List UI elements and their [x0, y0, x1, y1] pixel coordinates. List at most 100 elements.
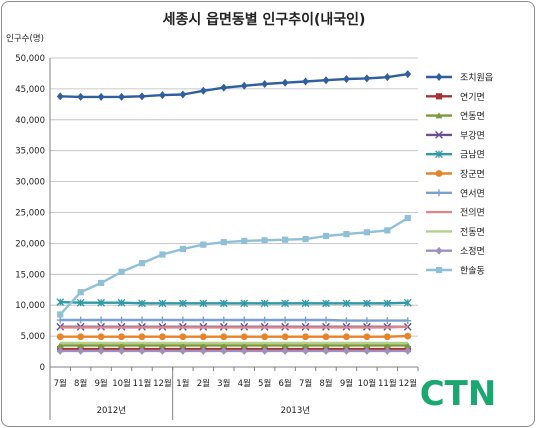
x-tick-labels: 7월 8월 9월 10월 11월 12월 1월 2월 3월 4월 5월 6월 7월 8월 9월 10월 11월 1… — [54, 378, 417, 389]
y-tick-label: 10,000 — [15, 301, 45, 311]
y-tick-label: 25,000 — [15, 209, 45, 219]
y-tick-labels: 0 5,000 10,000 15,000 20,000 25,000 30,000 35,0… — [15, 54, 45, 373]
data-point — [343, 75, 350, 84]
series-3 — [56, 341, 412, 349]
data-point — [281, 341, 289, 349]
data-point — [260, 299, 269, 308]
data-point — [404, 341, 412, 349]
series-line — [60, 334, 408, 338]
data-point — [118, 316, 125, 324]
legend-item: 연서면 — [426, 188, 485, 199]
data-point — [342, 299, 351, 308]
data-point — [240, 81, 248, 90]
data-point — [343, 346, 350, 355]
data-point — [383, 346, 391, 355]
y-tick-label: 35,000 — [15, 147, 45, 157]
series-11 — [57, 214, 411, 318]
x-tick-label: 11월 — [133, 378, 152, 389]
data-point — [77, 346, 85, 355]
data-point — [404, 332, 412, 340]
legend-item: 연기면 — [426, 92, 485, 103]
data-point — [363, 74, 371, 83]
legend-marker — [435, 93, 443, 100]
x-tick-label: 7월 — [299, 378, 312, 389]
data-point — [179, 316, 187, 324]
x-tick-label: 9월 — [340, 378, 353, 389]
legend-marker — [435, 150, 443, 159]
data-point — [282, 236, 289, 243]
legend-label: 연동면 — [460, 111, 485, 122]
year-group-label: 2013년 — [281, 405, 310, 416]
y-tick-label: 50,000 — [15, 54, 45, 64]
data-point — [199, 299, 208, 308]
data-point — [159, 316, 166, 324]
data-point — [363, 229, 370, 236]
series-line — [60, 300, 408, 305]
series-1 — [56, 70, 412, 101]
data-point — [98, 279, 105, 287]
data-point — [77, 92, 85, 101]
data-point — [138, 92, 146, 101]
data-point — [199, 316, 207, 324]
series-8 — [60, 325, 408, 329]
data-point — [240, 341, 248, 349]
data-point — [281, 346, 289, 355]
year-group-label: 2012년 — [97, 405, 126, 416]
legend-item: 장군면 — [426, 169, 485, 180]
data-point — [403, 298, 412, 307]
data-point — [56, 316, 64, 324]
data-point — [97, 298, 105, 307]
series-group — [56, 70, 412, 355]
series-line — [59, 217, 409, 316]
data-point — [179, 90, 187, 99]
x-tick-label: 4월 — [238, 378, 251, 389]
legend-marker — [435, 131, 443, 139]
data-point — [220, 333, 228, 341]
data-point — [57, 311, 64, 318]
data-point — [404, 214, 411, 222]
data-point — [138, 333, 146, 341]
data-point — [97, 316, 105, 324]
y-tick-label: 20,000 — [15, 239, 45, 249]
legend-item: 소정면 — [426, 246, 485, 257]
axes — [49, 58, 419, 371]
data-point — [118, 92, 125, 101]
data-point — [138, 316, 146, 324]
data-point — [159, 346, 166, 355]
data-point — [200, 241, 207, 248]
y-tick-label: 40,000 — [15, 116, 45, 126]
legend-label: 조치원읍 — [460, 72, 493, 84]
data-point — [159, 91, 166, 100]
data-point — [76, 298, 85, 307]
data-point — [118, 268, 125, 275]
data-point — [179, 333, 187, 341]
legend-marker — [435, 266, 443, 274]
data-point — [199, 346, 207, 355]
data-point — [97, 92, 105, 101]
y-tick-label: 30,000 — [15, 178, 45, 188]
data-point — [343, 333, 350, 341]
x-tick-label: 3월 — [217, 378, 230, 389]
y-tick-label: 0 — [40, 363, 45, 373]
data-point — [302, 77, 309, 86]
x-tick-label: 11월 — [378, 378, 397, 389]
data-point — [159, 341, 166, 349]
chart-title: 세종시 읍면동별 인구추이(내국인) — [163, 11, 366, 28]
y-tick-label: 5,000 — [21, 332, 45, 342]
data-point — [281, 333, 289, 341]
data-point — [240, 346, 248, 355]
data-point — [138, 341, 146, 349]
data-point — [220, 239, 227, 246]
year-group-labels: 2012년 2013년 — [49, 367, 310, 420]
series-10 — [56, 346, 412, 355]
legend-item: 한솔동 — [426, 266, 485, 277]
data-point — [261, 237, 268, 244]
data-point — [97, 346, 105, 355]
y-axis-label: 인구수(명) — [6, 33, 44, 44]
series-line — [60, 318, 408, 322]
data-point — [363, 333, 371, 341]
x-tick-label: 8월 — [319, 378, 332, 389]
x-tick-label: 9월 — [94, 378, 107, 389]
data-point — [322, 299, 330, 308]
